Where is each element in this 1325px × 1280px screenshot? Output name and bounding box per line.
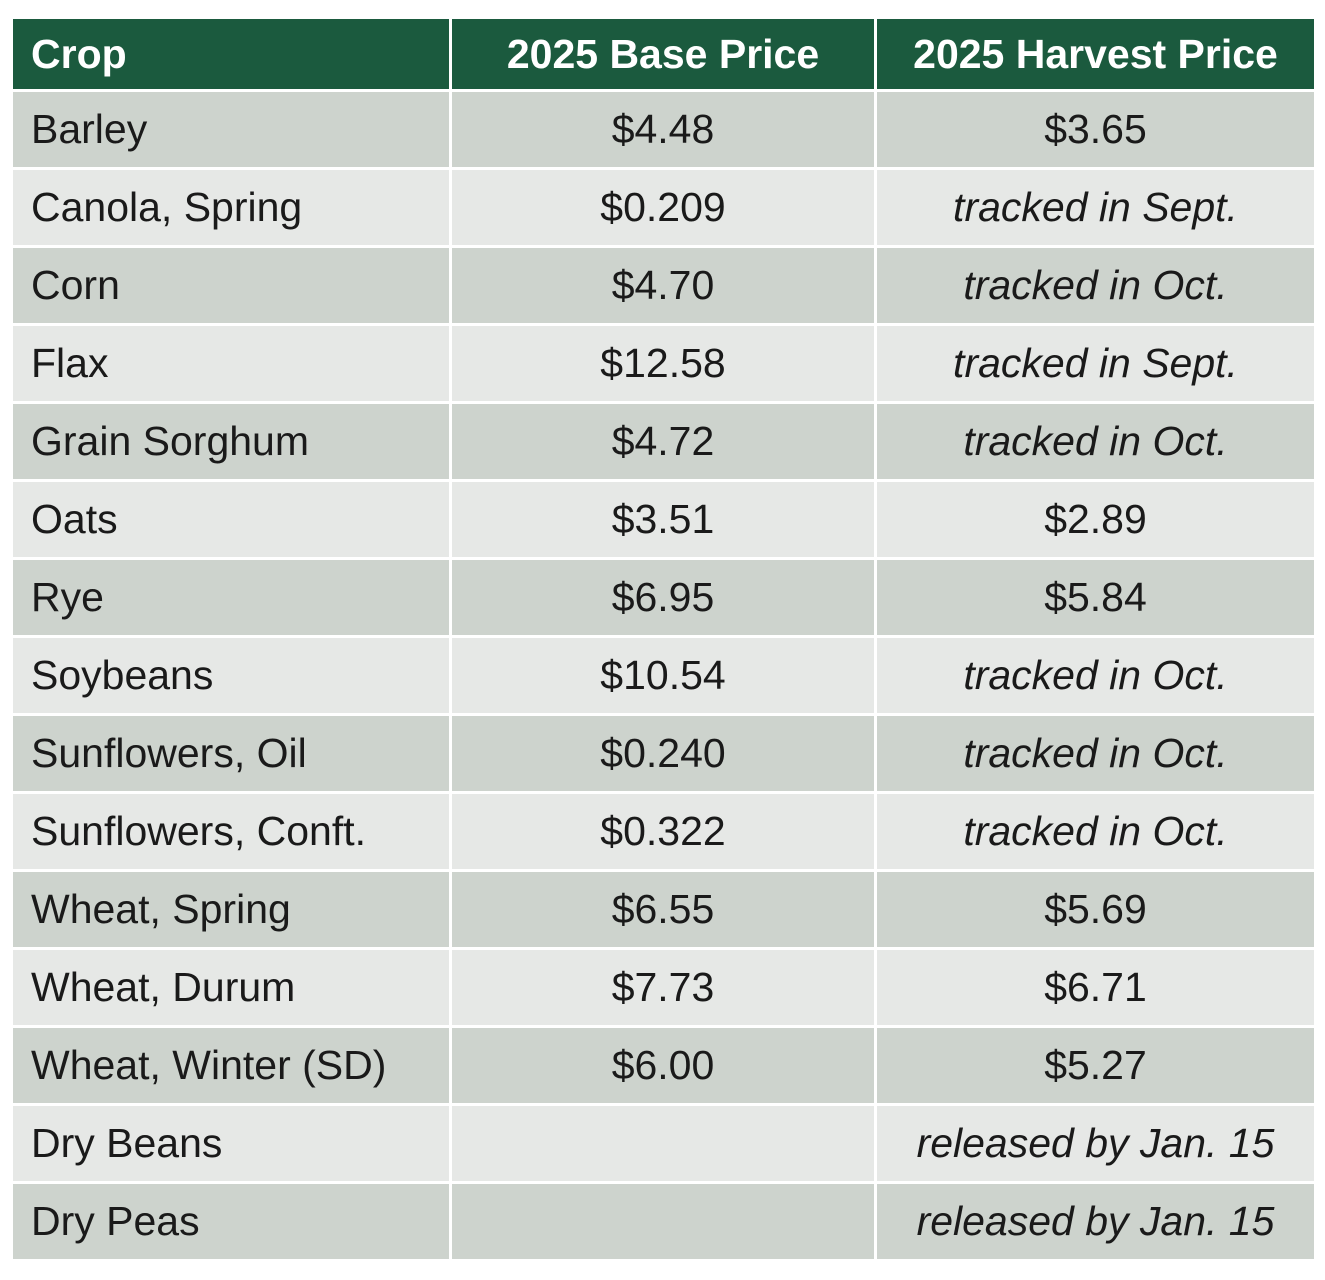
- table-row: Canola, Spring $0.209 tracked in Sept.: [13, 170, 1314, 245]
- base-price-cell: $4.72: [452, 404, 874, 479]
- header-base-price: 2025 Base Price: [452, 19, 874, 89]
- base-price-cell: $6.95: [452, 560, 874, 635]
- table-row: Corn $4.70 tracked in Oct.: [13, 248, 1314, 323]
- table-row: Oats $3.51 $2.89: [13, 482, 1314, 557]
- table-row: Sunflowers, Conft. $0.322 tracked in Oct.: [13, 794, 1314, 869]
- crop-cell: Wheat, Durum: [13, 950, 449, 1025]
- base-price-cell: $6.00: [452, 1028, 874, 1103]
- table-row: Dry Peas released by Jan. 15: [13, 1184, 1314, 1259]
- header-crop: Crop: [13, 19, 449, 89]
- crop-cell: Wheat, Winter (SD): [13, 1028, 449, 1103]
- table-row: Wheat, Durum $7.73 $6.71: [13, 950, 1314, 1025]
- crop-cell: Corn: [13, 248, 449, 323]
- crop-cell: Flax: [13, 326, 449, 401]
- base-price-cell: $7.73: [452, 950, 874, 1025]
- crop-cell: Oats: [13, 482, 449, 557]
- table-row: Wheat, Spring $6.55 $5.69: [13, 872, 1314, 947]
- harvest-price-cell: $6.71: [877, 950, 1314, 1025]
- harvest-price-cell: $5.69: [877, 872, 1314, 947]
- header-row: Crop 2025 Base Price 2025 Harvest Price: [13, 19, 1314, 89]
- crop-cell: Wheat, Spring: [13, 872, 449, 947]
- table-row: Grain Sorghum $4.72 tracked in Oct.: [13, 404, 1314, 479]
- base-price-cell: $4.48: [452, 92, 874, 167]
- table-row: Rye $6.95 $5.84: [13, 560, 1314, 635]
- table-row: Barley $4.48 $3.65: [13, 92, 1314, 167]
- crop-cell: Rye: [13, 560, 449, 635]
- crop-cell: Sunflowers, Oil: [13, 716, 449, 791]
- base-price-cell: $0.240: [452, 716, 874, 791]
- base-price-cell: [452, 1106, 874, 1181]
- harvest-price-cell: released by Jan. 15: [877, 1184, 1314, 1259]
- crop-cell: Soybeans: [13, 638, 449, 713]
- harvest-price-cell: $5.84: [877, 560, 1314, 635]
- base-price-cell: [452, 1184, 874, 1259]
- crop-cell: Canola, Spring: [13, 170, 449, 245]
- base-price-cell: $12.58: [452, 326, 874, 401]
- harvest-price-cell: tracked in Oct.: [877, 638, 1314, 713]
- harvest-price-cell: $2.89: [877, 482, 1314, 557]
- harvest-price-cell: tracked in Oct.: [877, 248, 1314, 323]
- harvest-price-cell: tracked in Oct.: [877, 716, 1314, 791]
- base-price-cell: $4.70: [452, 248, 874, 323]
- crop-cell: Dry Beans: [13, 1106, 449, 1181]
- table-body: Barley $4.48 $3.65 Canola, Spring $0.209 trac…: [13, 92, 1314, 1259]
- harvest-price-cell: $5.27: [877, 1028, 1314, 1103]
- crop-cell: Grain Sorghum: [13, 404, 449, 479]
- base-price-cell: $0.209: [452, 170, 874, 245]
- base-price-cell: $3.51: [452, 482, 874, 557]
- harvest-price-cell: tracked in Sept.: [877, 326, 1314, 401]
- harvest-price-cell: released by Jan. 15: [877, 1106, 1314, 1181]
- crop-cell: Sunflowers, Conft.: [13, 794, 449, 869]
- crop-cell: Barley: [13, 92, 449, 167]
- harvest-price-cell: tracked in Sept.: [877, 170, 1314, 245]
- base-price-cell: $10.54: [452, 638, 874, 713]
- table-row: Flax $12.58 tracked in Sept.: [13, 326, 1314, 401]
- harvest-price-cell: $3.65: [877, 92, 1314, 167]
- harvest-price-cell: tracked in Oct.: [877, 404, 1314, 479]
- base-price-cell: $6.55: [452, 872, 874, 947]
- table-row: Dry Beans released by Jan. 15: [13, 1106, 1314, 1181]
- harvest-price-cell: tracked in Oct.: [877, 794, 1314, 869]
- table-row: Wheat, Winter (SD) $6.00 $5.27: [13, 1028, 1314, 1103]
- crop-cell: Dry Peas: [13, 1184, 449, 1259]
- table-row: Soybeans $10.54 tracked in Oct.: [13, 638, 1314, 713]
- table-row: Sunflowers, Oil $0.240 tracked in Oct.: [13, 716, 1314, 791]
- crop-price-table: Crop 2025 Base Price 2025 Harvest Price …: [10, 16, 1317, 1262]
- header-harvest-price: 2025 Harvest Price: [877, 19, 1314, 89]
- base-price-cell: $0.322: [452, 794, 874, 869]
